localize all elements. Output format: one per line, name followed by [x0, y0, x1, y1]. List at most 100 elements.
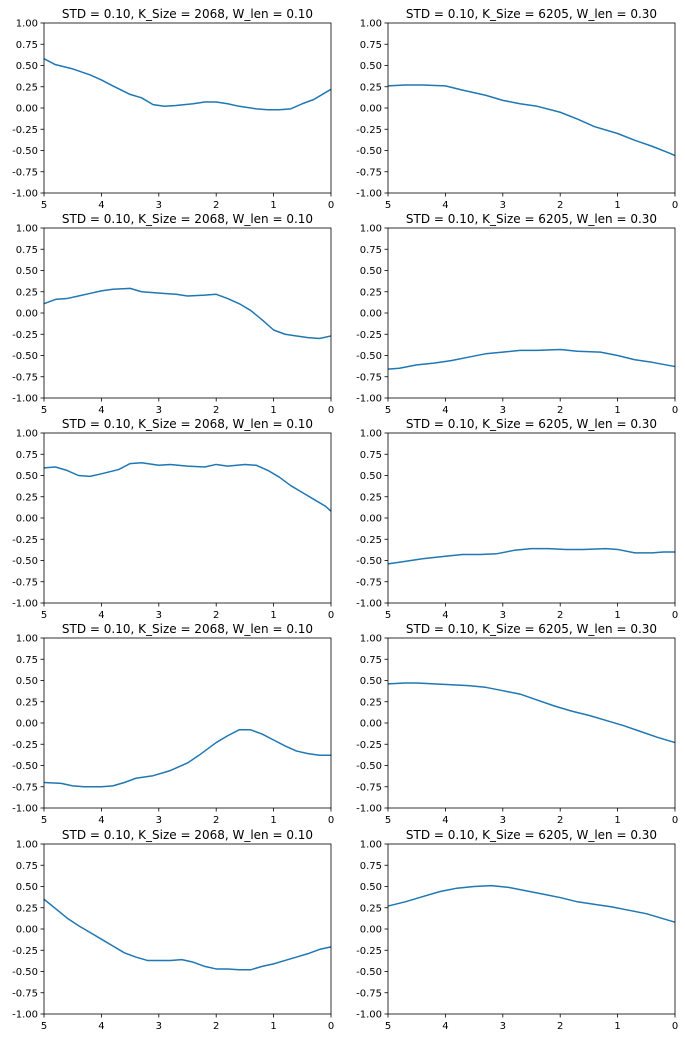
subplot-6: STD = 0.10, K_Size = 6205, W_len = 0.30 1…	[356, 417, 678, 621]
x-tick-label: 4	[442, 1021, 448, 1032]
y-tick-label: 0.25	[360, 903, 382, 914]
x-tick-label: 4	[442, 610, 448, 621]
x-tick-label: 0	[328, 1021, 334, 1032]
x-tick-label: 2	[213, 200, 219, 211]
x-tick-label: 4	[98, 610, 104, 621]
x-tick-label: 1	[270, 610, 276, 621]
axes-frame	[43, 22, 332, 194]
x-tick-label: 0	[328, 815, 334, 826]
subplot-5: STD = 0.10, K_Size = 2068, W_len = 0.10 1…	[12, 417, 334, 621]
y-tick-label: 0.00	[360, 925, 382, 936]
y-tick-label: -0.25	[356, 740, 382, 751]
y-tick-label: -0.75	[356, 577, 382, 588]
y-tick-label: -0.75	[12, 372, 38, 383]
x-tick-label: 3	[500, 815, 506, 826]
y-tick-label: -1.00	[356, 394, 382, 405]
y-tick-label: 0.25	[16, 903, 38, 914]
y-tick-label: -0.50	[12, 556, 38, 567]
y-tick-label: -1.00	[12, 189, 38, 200]
x-tick-label: 5	[41, 815, 47, 826]
x-tick-label: 2	[213, 1021, 219, 1032]
x-tick-label: 4	[442, 200, 448, 211]
y-tick-label: -0.50	[356, 761, 382, 772]
axes-frame	[387, 22, 676, 194]
y-tick-label: 0.50	[16, 471, 38, 482]
y-tick-label: 0.75	[16, 450, 38, 461]
y-tick-label: -1.00	[12, 1010, 38, 1021]
y-tick-label: 0.75	[16, 655, 38, 666]
x-tick-label: 5	[41, 200, 47, 211]
series-line	[43, 58, 332, 111]
y-tick-label: 0.25	[360, 287, 382, 298]
x-tick-label: 1	[614, 610, 620, 621]
x-tick-label: 0	[672, 405, 678, 416]
y-tick-label: -0.50	[12, 761, 38, 772]
y-tick-label: 0.75	[16, 40, 38, 51]
y-tick-label: 0.00	[360, 104, 382, 115]
y-tick-label: 1.00	[360, 634, 382, 645]
y-tick-label: 0.75	[360, 450, 382, 461]
subplot-title: STD = 0.10, K_Size = 2068, W_len = 0.10	[62, 622, 313, 636]
subplot-title: STD = 0.10, K_Size = 2068, W_len = 0.10	[62, 212, 313, 226]
y-tick-label: -0.25	[356, 125, 382, 136]
x-tick-label: 1	[614, 1021, 620, 1032]
y-tick-label: 0.75	[360, 40, 382, 51]
y-tick-label: 0.75	[360, 861, 382, 872]
x-tick-label: 0	[328, 200, 334, 211]
axes-frame	[387, 637, 676, 809]
y-tick-label: 0.50	[16, 61, 38, 72]
y-tick-label: -0.25	[356, 946, 382, 957]
x-tick-label: 0	[672, 200, 678, 211]
x-tick-label: 0	[672, 815, 678, 826]
y-tick-label: -0.75	[12, 782, 38, 793]
y-tick-label: -0.50	[356, 146, 382, 157]
y-tick-label: -0.75	[12, 988, 38, 999]
y-tick-label: -0.75	[12, 167, 38, 178]
x-tick-label: 5	[41, 610, 47, 621]
x-tick-label: 3	[156, 200, 162, 211]
x-tick-label: 2	[557, 1021, 563, 1032]
y-tick-label: -0.50	[12, 351, 38, 362]
y-tick-label: -0.75	[356, 167, 382, 178]
x-tick-label: 2	[557, 200, 563, 211]
x-tick-label: 1	[614, 405, 620, 416]
subplot-title: STD = 0.10, K_Size = 6205, W_len = 0.30	[406, 622, 657, 636]
x-tick-label: 4	[98, 200, 104, 211]
y-tick-label: -0.75	[356, 988, 382, 999]
subplot-9: STD = 0.10, K_Size = 2068, W_len = 0.10 1…	[12, 828, 334, 1032]
y-tick-label: 0.00	[16, 309, 38, 320]
y-tick-label: -1.00	[12, 599, 38, 610]
series-line	[387, 884, 676, 923]
y-tick-label: -0.75	[12, 577, 38, 588]
x-tick-label: 2	[213, 815, 219, 826]
y-tick-label: -0.50	[356, 351, 382, 362]
y-tick-label: -1.00	[12, 394, 38, 405]
x-tick-label: 1	[270, 200, 276, 211]
x-tick-label: 5	[385, 1021, 391, 1032]
y-tick-label: 0.25	[360, 697, 382, 708]
axes-frame	[43, 227, 332, 399]
x-tick-label: 3	[500, 405, 506, 416]
y-tick-label: -0.75	[356, 372, 382, 383]
subplot-title: STD = 0.10, K_Size = 6205, W_len = 0.30	[406, 7, 657, 21]
subplot-title: STD = 0.10, K_Size = 2068, W_len = 0.10	[62, 828, 313, 842]
x-tick-label: 5	[385, 815, 391, 826]
subplot-10: STD = 0.10, K_Size = 6205, W_len = 0.30 1…	[356, 828, 678, 1032]
x-tick-label: 5	[385, 200, 391, 211]
y-tick-label: 1.00	[16, 634, 38, 645]
y-tick-label: -0.25	[12, 946, 38, 957]
x-tick-label: 5	[385, 610, 391, 621]
y-tick-label: 0.00	[16, 104, 38, 115]
y-tick-label: 0.25	[16, 492, 38, 503]
subplot-2: STD = 0.10, K_Size = 6205, W_len = 0.30 1…	[356, 7, 678, 211]
x-tick-label: 5	[385, 405, 391, 416]
series-line	[43, 287, 332, 340]
y-tick-label: -1.00	[12, 804, 38, 815]
y-tick-label: 1.00	[360, 224, 382, 235]
x-tick-label: 5	[41, 1021, 47, 1032]
subplot-3: STD = 0.10, K_Size = 2068, W_len = 0.10 1…	[12, 212, 334, 416]
x-tick-label: 3	[500, 1021, 506, 1032]
x-tick-label: 0	[328, 405, 334, 416]
series-line	[387, 348, 676, 370]
